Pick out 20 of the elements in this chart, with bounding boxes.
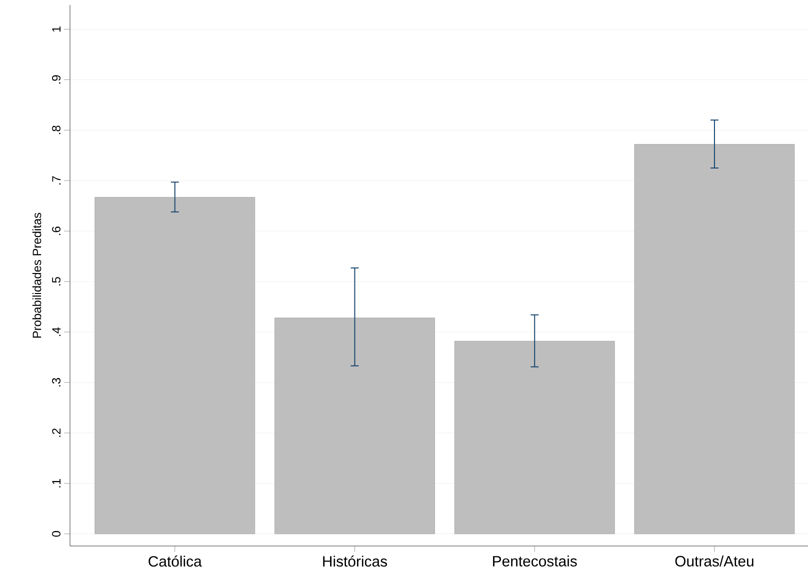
x-tick-label: Históricas bbox=[323, 556, 387, 567]
y-tick-label: .3 bbox=[52, 378, 60, 386]
y-axis-title: Probabilidades Preditas bbox=[32, 212, 42, 338]
bar bbox=[454, 340, 615, 534]
y-tick-label: 0 bbox=[52, 531, 60, 537]
y-tick-label: .7 bbox=[52, 176, 60, 185]
x-tick-label: Católica bbox=[148, 556, 202, 567]
y-tick-label: .9 bbox=[52, 75, 60, 84]
y-tick-label: .1 bbox=[52, 479, 60, 488]
y-tick-label: 1 bbox=[52, 26, 60, 32]
bar bbox=[634, 144, 795, 534]
y-tick-label: .6 bbox=[52, 226, 60, 235]
bar bbox=[274, 318, 435, 534]
y-tick-label: .5 bbox=[52, 277, 60, 286]
y-tick-label: .8 bbox=[52, 126, 60, 134]
bar bbox=[94, 197, 256, 534]
y-tick-label: .4 bbox=[52, 327, 60, 336]
x-tick-label: Outras/Ateu bbox=[675, 556, 754, 566]
y-tick-label: .2 bbox=[52, 428, 60, 437]
x-tick-label: Pentecostais bbox=[493, 556, 577, 566]
